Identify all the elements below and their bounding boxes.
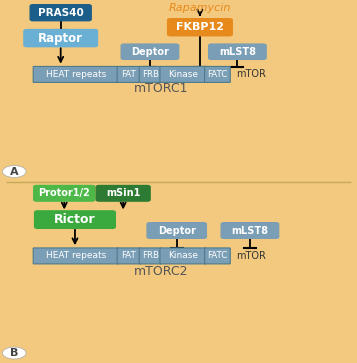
Text: FAT: FAT xyxy=(121,70,136,79)
Text: FRB: FRB xyxy=(142,70,159,79)
Circle shape xyxy=(2,166,26,178)
Text: FATC: FATC xyxy=(207,70,227,79)
Text: A: A xyxy=(10,167,19,176)
FancyBboxPatch shape xyxy=(221,223,279,238)
FancyBboxPatch shape xyxy=(96,185,150,201)
FancyBboxPatch shape xyxy=(139,248,161,264)
Text: B: B xyxy=(10,348,19,358)
FancyBboxPatch shape xyxy=(205,248,230,264)
Text: HEAT repeats: HEAT repeats xyxy=(46,252,106,260)
FancyBboxPatch shape xyxy=(34,185,95,201)
Text: Deptor: Deptor xyxy=(131,47,169,57)
FancyBboxPatch shape xyxy=(160,66,206,82)
Text: mTORC1: mTORC1 xyxy=(134,82,188,95)
FancyBboxPatch shape xyxy=(33,248,119,264)
Text: FKBP12: FKBP12 xyxy=(176,22,224,32)
FancyBboxPatch shape xyxy=(205,66,230,82)
Text: mSin1: mSin1 xyxy=(106,188,140,198)
Circle shape xyxy=(2,347,26,359)
Text: FATC: FATC xyxy=(207,252,227,260)
FancyBboxPatch shape xyxy=(35,211,115,228)
FancyBboxPatch shape xyxy=(209,44,266,59)
FancyBboxPatch shape xyxy=(167,19,232,36)
Text: mTORC2: mTORC2 xyxy=(134,265,188,278)
FancyBboxPatch shape xyxy=(121,44,179,59)
Text: PRAS40: PRAS40 xyxy=(38,8,84,18)
FancyBboxPatch shape xyxy=(147,223,206,238)
Text: mTOR: mTOR xyxy=(236,69,266,79)
Text: mLST8: mLST8 xyxy=(219,47,256,57)
FancyBboxPatch shape xyxy=(160,248,206,264)
Text: Kinase: Kinase xyxy=(168,70,198,79)
FancyBboxPatch shape xyxy=(33,66,119,82)
Text: Protor1/2: Protor1/2 xyxy=(39,188,90,198)
Text: Deptor: Deptor xyxy=(158,225,196,236)
FancyBboxPatch shape xyxy=(117,66,141,82)
Text: Rapamycin: Rapamycin xyxy=(169,3,231,13)
Text: HEAT repeats: HEAT repeats xyxy=(46,70,106,79)
Text: FAT: FAT xyxy=(121,252,136,260)
Text: Raptor: Raptor xyxy=(38,32,83,45)
FancyBboxPatch shape xyxy=(139,66,161,82)
FancyBboxPatch shape xyxy=(30,5,91,21)
Text: FRB: FRB xyxy=(142,252,159,260)
Text: mLST8: mLST8 xyxy=(231,225,268,236)
Text: Rictor: Rictor xyxy=(54,213,96,226)
FancyBboxPatch shape xyxy=(24,29,97,46)
Text: mTOR: mTOR xyxy=(236,251,266,261)
FancyBboxPatch shape xyxy=(117,248,141,264)
Text: Kinase: Kinase xyxy=(168,252,198,260)
